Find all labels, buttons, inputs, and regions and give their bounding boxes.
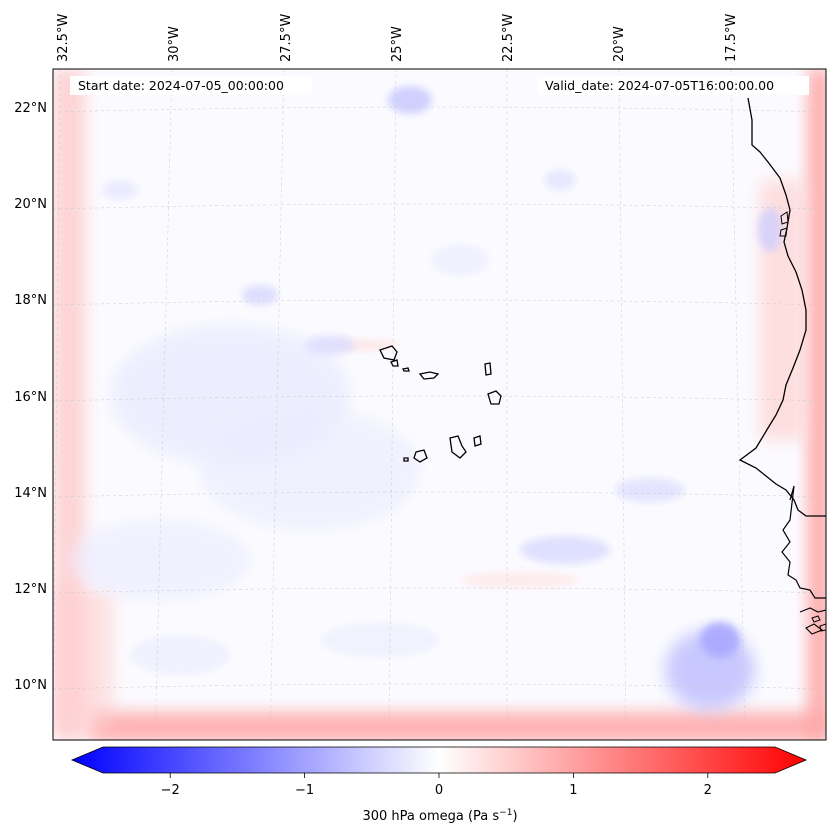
lat-label: 18°N: [14, 293, 47, 308]
gridline-lon: [53, 69, 61, 740]
map-frame: [52, 68, 827, 741]
start-date-label: Start date: 2024-07-05_00:00:00: [78, 78, 284, 93]
blue-patch: [700, 622, 740, 658]
lon-label: 17.5°W: [724, 14, 739, 62]
longitude-labels: 32.5°W 30°W 27.5°W 25°W 22.5°W 20°W 17.5…: [56, 14, 739, 62]
island-sal: [484, 362, 492, 376]
banc-arguin-islets: [779, 211, 789, 237]
lon-label: 22.5°W: [501, 14, 516, 62]
gridline-lon: [618, 69, 627, 740]
bijagos-islands: [811, 615, 826, 632]
lon-label: 25°W: [390, 26, 405, 62]
blue-patch: [758, 208, 782, 252]
gridline-lon: [730, 69, 746, 740]
island-maio: [473, 435, 482, 447]
blue-patch: [430, 244, 490, 276]
cape-verde-islands: [379, 345, 502, 463]
colorbar-gradient: [70, 746, 808, 774]
lat-label: 12°N: [14, 582, 47, 597]
gridline-lat-20: [53, 203, 826, 210]
blue-patch: [242, 285, 278, 305]
gridline-lat-10: [53, 683, 826, 690]
guinea-bissau-coast: [799, 607, 826, 635]
lat-label: 22°N: [14, 101, 47, 116]
island-sao-vicente: [390, 359, 399, 367]
blue-patch: [102, 180, 138, 200]
gridline-lat-18: [53, 299, 826, 306]
valid-date-box: [537, 76, 809, 95]
colorbar-label: 300 hPa omega (Pa s−1): [362, 808, 517, 824]
red-streak: [460, 572, 580, 588]
gridline-lat-14: [53, 491, 826, 498]
colorbar-tick-label: 0: [435, 783, 443, 798]
blue-patch: [305, 335, 355, 355]
blue-patch: [388, 86, 432, 114]
start-date-box: [70, 76, 312, 95]
blue-patch: [70, 520, 250, 600]
gridline-lon: [388, 69, 397, 740]
lon-label: 32.5°W: [56, 14, 71, 62]
gridline-lon: [154, 69, 173, 740]
island-brava: [403, 457, 409, 462]
gridline-lat-22: [53, 106, 826, 113]
blue-patch: [320, 622, 440, 658]
senegal-gambia-coast: [781, 485, 826, 599]
latitude-labels: 22°N 20°N 18°N 16°N 14°N 12°N 10°N: [14, 101, 47, 693]
lat-label: 16°N: [14, 390, 47, 405]
lon-label: 27.5°W: [279, 14, 294, 62]
colorbar-ticks: −2 −1 0 1 2: [161, 773, 712, 798]
omega-field: [53, 69, 826, 740]
map-panel: [53, 69, 826, 740]
colorbar-tick-label: −1: [295, 783, 314, 798]
southwest-red-patch: [53, 590, 113, 730]
colorbar-label-exponent: −1: [499, 808, 512, 818]
colorbar-tick-label: 1: [569, 783, 577, 798]
island-santiago: [449, 435, 467, 459]
colorbar: −2 −1 0 1 2 300 hPa omega (Pa s−1): [70, 746, 808, 824]
colorbar-label-suffix: ): [512, 809, 517, 824]
island-santa-luzia: [402, 367, 410, 372]
lon-label: 20°W: [612, 26, 627, 62]
lat-label: 10°N: [14, 678, 47, 693]
blue-patch: [520, 536, 610, 564]
lat-label: 20°N: [14, 197, 47, 212]
island-santo-antao: [379, 345, 398, 361]
island-sao-nicolau: [418, 371, 440, 380]
lon-label: 30°W: [167, 26, 182, 62]
africa-coastline: [738, 97, 826, 517]
gridline-lat-16: [53, 395, 826, 402]
blue-patch: [130, 635, 230, 675]
blue-patch: [544, 170, 576, 190]
island-boa-vista: [487, 390, 502, 405]
colorbar-label-prefix: 300 hPa omega (Pa s: [362, 809, 499, 824]
east-boundary-band: [808, 69, 826, 740]
island-fogo: [413, 449, 428, 463]
blue-patch: [200, 410, 420, 530]
gridline-lon: [269, 69, 285, 740]
blue-patch: [615, 478, 685, 502]
gridline-lat-12: [53, 587, 826, 594]
valid-date-label: Valid_date: 2024-07-05T16:00:00.00: [545, 78, 774, 93]
gridlines: [53, 69, 826, 740]
south-boundary-band: [90, 712, 825, 740]
colorbar-tick-label: −2: [161, 783, 180, 798]
lat-label: 14°N: [14, 486, 47, 501]
colorbar-tick-label: 2: [704, 783, 712, 798]
